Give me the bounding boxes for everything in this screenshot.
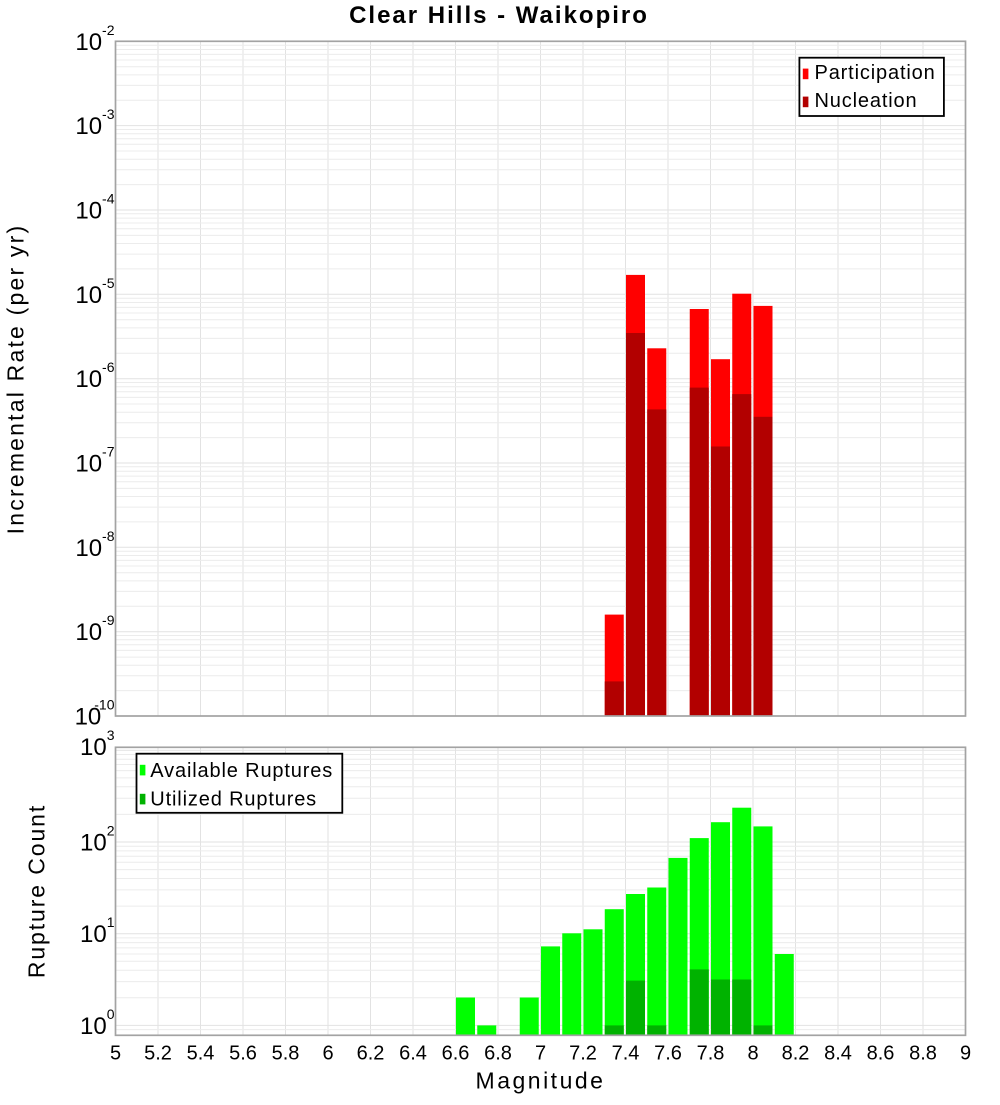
svg-text:Nucleation: Nucleation — [815, 90, 918, 112]
svg-text:5.8: 5.8 — [272, 1043, 300, 1065]
svg-text:Clear Hills - Waikopiro: Clear Hills - Waikopiro — [349, 2, 649, 29]
svg-text:Magnitude: Magnitude — [476, 1068, 606, 1094]
svg-text:6: 6 — [322, 1043, 333, 1065]
svg-text:8.4: 8.4 — [824, 1043, 852, 1065]
svg-text:8.2: 8.2 — [782, 1043, 810, 1065]
svg-text:Participation: Participation — [815, 62, 936, 84]
svg-text:7.8: 7.8 — [697, 1043, 725, 1065]
svg-text:6.4: 6.4 — [399, 1043, 427, 1065]
svg-text:7: 7 — [535, 1043, 546, 1065]
svg-text:Rupture Count: Rupture Count — [24, 804, 50, 978]
svg-text:7.6: 7.6 — [654, 1043, 682, 1065]
svg-text:Available Ruptures: Available Ruptures — [150, 760, 333, 782]
svg-text:9: 9 — [960, 1043, 971, 1065]
svg-text:8.6: 8.6 — [867, 1043, 895, 1065]
svg-text:5.2: 5.2 — [144, 1043, 172, 1065]
svg-text:7.4: 7.4 — [612, 1043, 640, 1065]
svg-text:5.4: 5.4 — [187, 1043, 215, 1065]
svg-text:Incremental Rate (per yr): Incremental Rate (per yr) — [3, 224, 29, 535]
svg-text:7.2: 7.2 — [569, 1043, 597, 1065]
svg-text:8: 8 — [747, 1043, 758, 1065]
svg-text:8.8: 8.8 — [909, 1043, 937, 1065]
svg-text:5.6: 5.6 — [229, 1043, 257, 1065]
svg-text:6.2: 6.2 — [357, 1043, 385, 1065]
svg-text:6.6: 6.6 — [442, 1043, 470, 1065]
svg-text:5: 5 — [110, 1043, 121, 1065]
svg-text:6.8: 6.8 — [484, 1043, 512, 1065]
svg-text:Utilized Ruptures: Utilized Ruptures — [150, 788, 317, 810]
